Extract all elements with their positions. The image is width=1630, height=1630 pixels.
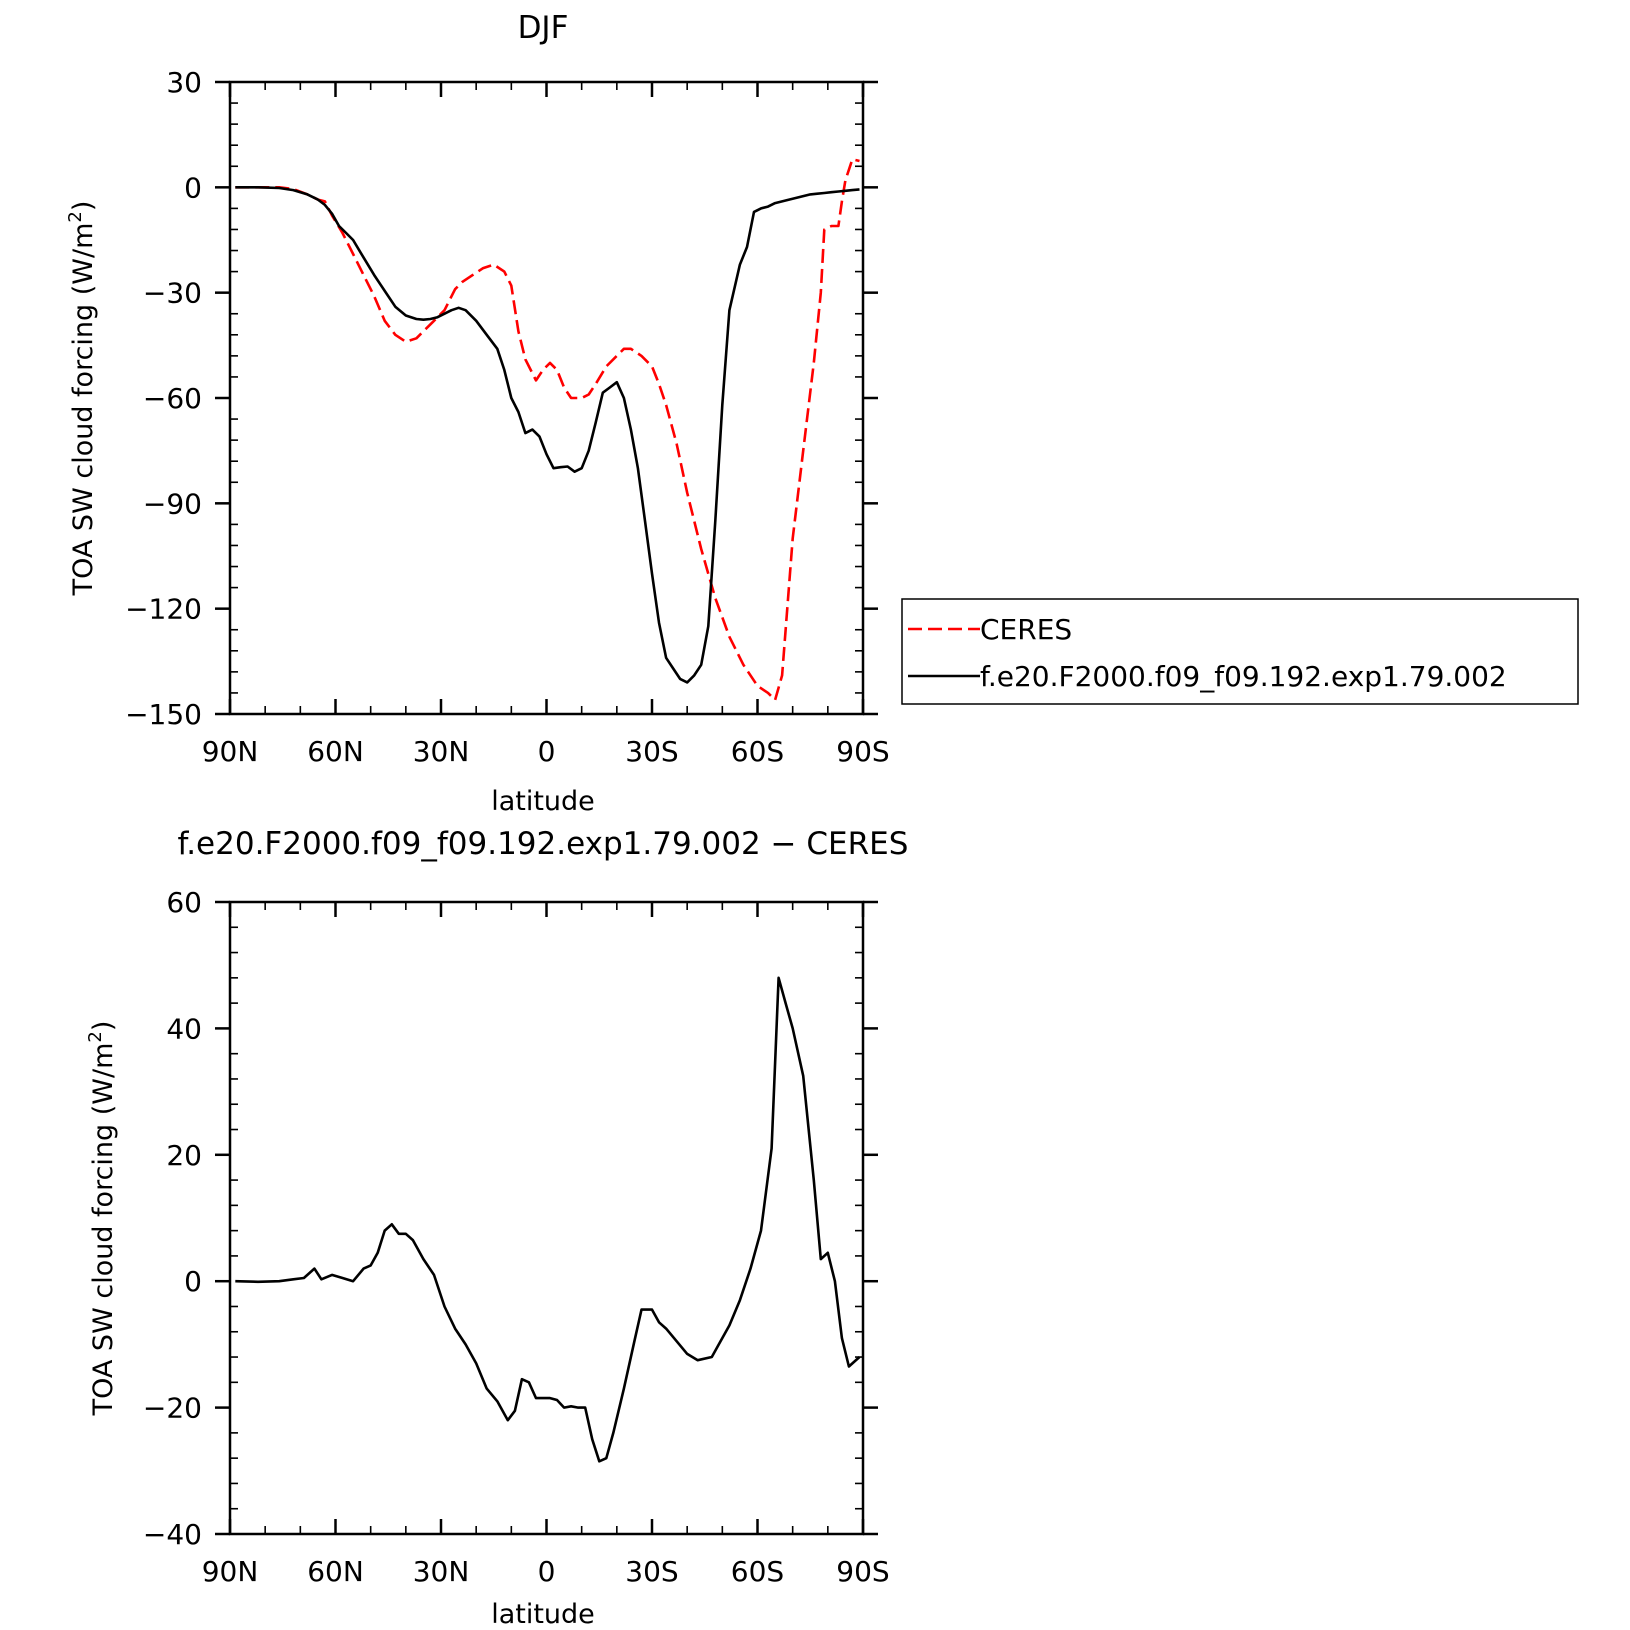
bottom-panel: f.e20.F2000.f09_f09.192.exp1.79.002 − CE… [85,826,908,1630]
legend-label-ceres: CERES [980,613,1072,646]
top-y-tick-label: −120 [125,593,202,626]
legend: CERES f.e20.F2000.f09_f09.192.exp1.79.00… [901,598,1579,705]
bottom-x-tick-label: 60S [731,1555,784,1588]
bottom-y-tick-label: 40 [166,1012,202,1045]
bottom-x-axis-label: latitude [491,1599,595,1630]
bottom-x-tick-label: 90S [836,1555,889,1588]
bottom-x-tick-label: 60N [307,1555,364,1588]
bottom-x-tick-label: 30S [625,1555,678,1588]
top-x-tick-label: 0 [538,735,556,768]
top-y-axis-label-close: ) [68,201,99,212]
top-x-tick-label: 90N [202,735,259,768]
top-x-axis-label: latitude [491,786,595,817]
bottom-series-line-0 [235,976,861,1463]
top-x-tick-label: 60S [731,735,784,768]
bottom-y-axis-label-superscript: 2 [85,1031,106,1042]
bottom-y-axis-label-close: ) [88,1021,119,1032]
top-x-tick-label: 30N [413,735,470,768]
top-y-axis-label-superscript: 2 [65,211,86,222]
top-panel: DJF TOA SW cloud forcing (W/m2) latitude… [65,10,890,817]
top-plot-lines [235,157,860,702]
top-x-tick-label: 30S [625,735,678,768]
top-y-axis-label-main: TOA SW cloud forcing (W/m [68,223,99,597]
bottom-y-tick-label: 60 [166,886,202,919]
bottom-plot-lines [235,976,861,1463]
top-series-line-0 [235,157,860,702]
bottom-y-tick-label: −40 [143,1518,202,1551]
legend-box [901,598,1579,705]
bottom-y-tick-label: 0 [184,1265,202,1298]
bottom-x-tick-label: 0 [538,1555,556,1588]
top-y-tick-label: −60 [143,382,202,415]
top-axes-ticks: 90N 60N 30N 0 30S 60S 90S 30 0 −30 −60 −90 −120 −150 [125,66,890,768]
bottom-chart-title: f.e20.F2000.f09_f09.192.exp1.79.002 − CE… [178,826,909,862]
bottom-y-axis-label: TOA SW cloud forcing (W/m2) [85,1021,119,1417]
top-series-line-1 [235,186,860,684]
top-plot-frame [228,80,865,716]
bottom-x-tick-label: 90N [202,1555,259,1588]
top-y-tick-label: 0 [184,171,202,204]
top-y-tick-label: −150 [125,698,202,731]
bottom-y-axis-label-main: TOA SW cloud forcing (W/m [88,1043,119,1417]
bottom-x-tick-label: 30N [413,1555,470,1588]
bottom-y-tick-label: 20 [166,1139,202,1172]
top-chart-title: DJF [518,10,569,46]
top-x-tick-label: 60N [307,735,364,768]
top-x-tick-label: 90S [836,735,889,768]
legend-label-model: f.e20.F2000.f09_f09.192.exp1.79.002 [980,660,1507,693]
bottom-y-tick-label: −20 [143,1392,202,1425]
top-y-tick-label: 30 [166,66,202,99]
top-y-tick-label: −30 [143,277,202,310]
bottom-axes-ticks: 90N 60N 30N 0 30S 60S 90S 60 40 20 0 −20 −40 [143,886,890,1588]
top-y-tick-label: −90 [143,487,202,520]
bottom-plot-frame [228,900,865,1536]
top-y-axis-label: TOA SW cloud forcing (W/m2) [65,201,99,597]
